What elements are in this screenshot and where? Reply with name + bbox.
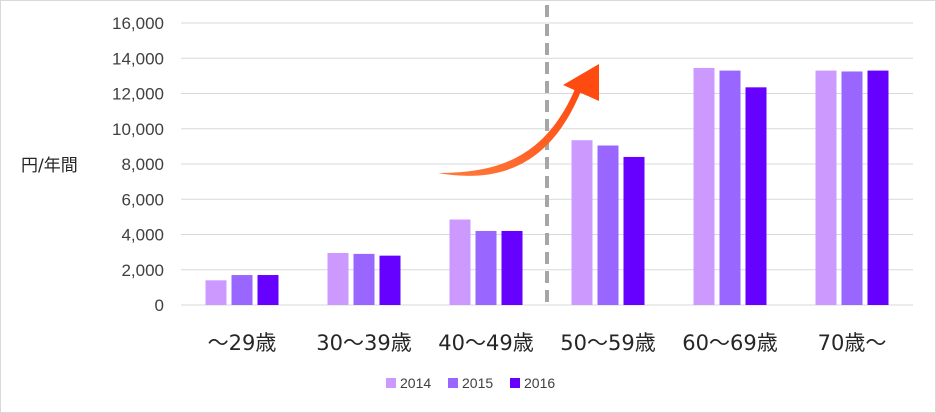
x-category-label: 70歳～ xyxy=(818,331,887,355)
legend-label-2016: 2016 xyxy=(524,375,555,391)
y-tick-label: 8,000 xyxy=(121,155,164,174)
bar-2015 xyxy=(597,145,619,305)
bar-2014 xyxy=(815,70,837,306)
legend-swatch-2016 xyxy=(510,378,520,388)
bar-2014 xyxy=(449,219,471,305)
trend-arrow-icon xyxy=(438,64,599,176)
y-tick-label: 4,000 xyxy=(121,226,164,245)
bar-2015 xyxy=(719,70,741,306)
legend: 2014 2015 2016 xyxy=(386,375,555,391)
bar-2016 xyxy=(867,70,889,306)
bar-2016 xyxy=(623,156,645,305)
bar-2016 xyxy=(379,255,401,305)
bar-2014 xyxy=(571,140,593,305)
bar-2015 xyxy=(231,275,253,305)
bar-2015 xyxy=(353,253,375,305)
legend-label-2014: 2014 xyxy=(400,375,431,391)
y-axis-ticks: 0 2,000 4,000 6,000 8,000 10,000 12,000 14,000 1… xyxy=(112,14,164,315)
bar-2016 xyxy=(257,275,279,305)
bar-2014 xyxy=(327,253,349,305)
bar-2014 xyxy=(693,67,715,305)
bar-2016 xyxy=(501,230,523,305)
bars xyxy=(205,67,889,306)
bar-2015 xyxy=(841,71,863,305)
bar-2014 xyxy=(205,280,227,305)
y-axis-label: 円/年間 xyxy=(21,156,78,176)
legend-swatch-2014 xyxy=(386,378,396,388)
x-category-label: 30～39歳 xyxy=(316,331,411,355)
y-tick-label: 6,000 xyxy=(121,190,164,209)
x-category-label: 50～59歳 xyxy=(560,331,655,355)
y-tick-label: 14,000 xyxy=(112,49,164,68)
x-axis-categories: ～29歳 30～39歳 40～49歳 50～59歳 60～69歳 70歳～ xyxy=(208,331,887,355)
legend-swatch-2015 xyxy=(448,378,458,388)
y-tick-label: 16,000 xyxy=(112,14,164,33)
y-tick-label: 0 xyxy=(155,296,164,315)
legend-label-2015: 2015 xyxy=(462,375,493,391)
bar-2015 xyxy=(475,230,497,305)
x-category-label: ～29歳 xyxy=(208,331,277,355)
x-category-label: 40～49歳 xyxy=(438,331,533,355)
y-tick-label: 10,000 xyxy=(112,120,164,139)
bar-2016 xyxy=(745,87,767,305)
x-category-label: 60～69歳 xyxy=(682,331,777,355)
y-tick-label: 12,000 xyxy=(112,85,164,104)
y-tick-label: 2,000 xyxy=(121,261,164,280)
